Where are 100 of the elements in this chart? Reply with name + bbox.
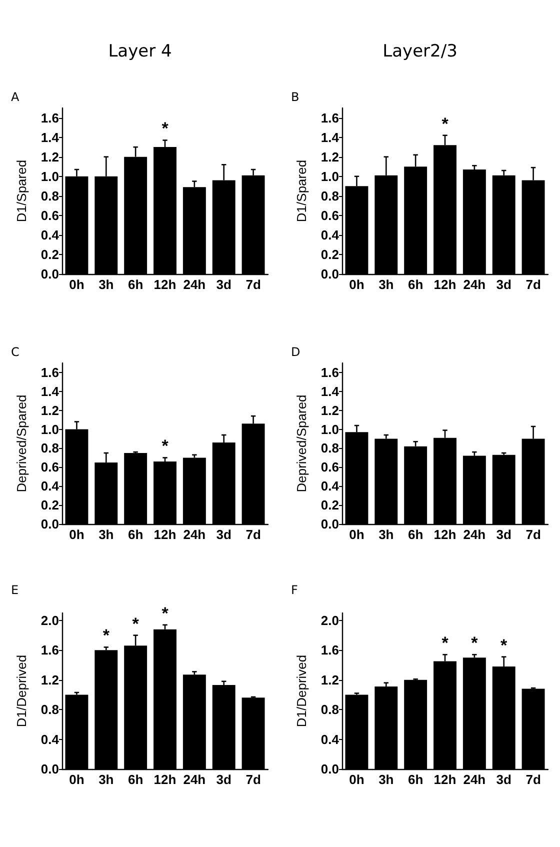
y-tick-label: 1.2 bbox=[40, 402, 59, 418]
x-tick-label: 24h bbox=[183, 277, 206, 292]
y-tick-label: 1.6 bbox=[40, 364, 59, 380]
x-tick-label: 3h bbox=[98, 277, 114, 292]
y-tick-label: 1.2 bbox=[40, 672, 59, 688]
x-tick-label: 6h bbox=[408, 527, 424, 542]
y-tick-label: 1.2 bbox=[320, 672, 339, 688]
y-tick-label: 0.0 bbox=[40, 762, 59, 776]
x-tick-label: 3h bbox=[98, 772, 114, 787]
y-tick-label: 0.8 bbox=[320, 702, 339, 718]
x-tick-label: 6h bbox=[128, 527, 144, 542]
y-tick-label: 0.4 bbox=[320, 732, 340, 747]
x-tick-label: 3d bbox=[496, 772, 512, 787]
x-tick-label: 6h bbox=[408, 277, 424, 292]
y-tick-label: 1.0 bbox=[320, 422, 339, 437]
x-tick-label: 3d bbox=[216, 277, 232, 292]
x-tick-label: 7d bbox=[526, 772, 541, 787]
y-tick-label: 0.2 bbox=[40, 498, 59, 513]
y-axis-title: D1/Deprived bbox=[14, 654, 29, 728]
x-tick-label: 12h bbox=[434, 772, 456, 787]
y-tick-label: 1.0 bbox=[40, 422, 59, 437]
y-tick-label: 2.0 bbox=[320, 612, 339, 628]
y-tick-label: 1.2 bbox=[320, 402, 339, 418]
x-tick-label: 24h bbox=[463, 277, 486, 292]
x-tick-label: 3d bbox=[496, 527, 512, 542]
x-tick-label: 0h bbox=[349, 527, 364, 542]
y-axis-title: D1/Spared bbox=[294, 160, 309, 222]
x-tick-label: 12h bbox=[434, 277, 456, 292]
x-tick-label: 3d bbox=[216, 527, 232, 542]
y-tick-label: 1.0 bbox=[40, 168, 59, 184]
annotation: * bbox=[471, 634, 478, 653]
y-tick-label: 2.0 bbox=[40, 612, 59, 628]
annotation: * bbox=[442, 114, 449, 134]
y-tick-label: 1.4 bbox=[40, 130, 60, 145]
x-tick-label: 3h bbox=[378, 527, 394, 542]
y-tick-label: 0.0 bbox=[320, 266, 339, 282]
x-tick-label: 6h bbox=[408, 772, 424, 787]
y-tick-label: 1.6 bbox=[320, 364, 339, 380]
y-tick-label: 0.8 bbox=[40, 188, 59, 204]
y-tick-label: 0.6 bbox=[320, 208, 339, 223]
y-tick-label: 0.2 bbox=[320, 498, 339, 513]
x-tick-label: 24h bbox=[463, 527, 486, 542]
chart-subtitle: A bbox=[11, 90, 20, 104]
chart-title: Layer2/3 bbox=[382, 42, 458, 62]
y-tick-label: 0.0 bbox=[40, 266, 59, 282]
y-tick-label: 0.8 bbox=[320, 188, 339, 204]
x-tick-label: 7d bbox=[526, 277, 541, 292]
chart-title: Layer 4 bbox=[108, 42, 172, 62]
chart-subtitle: F bbox=[291, 583, 298, 597]
y-axis-title: Deprived/Spared bbox=[14, 394, 29, 492]
x-tick-label: 6h bbox=[128, 277, 144, 292]
y-tick-label: 0.0 bbox=[320, 516, 339, 532]
x-tick-label: 0h bbox=[69, 277, 84, 292]
y-axis-title: D1/Deprived bbox=[294, 654, 309, 728]
x-tick-label: 12h bbox=[154, 277, 176, 292]
x-tick-label: 7d bbox=[246, 527, 261, 542]
annotation: * bbox=[102, 626, 110, 646]
chart-subtitle: C bbox=[11, 345, 20, 359]
y-tick-label: 0.4 bbox=[40, 227, 60, 242]
chart-subtitle: E bbox=[11, 583, 19, 597]
x-tick-label: 3h bbox=[98, 527, 114, 542]
y-tick-label: 1.6 bbox=[40, 110, 59, 126]
x-tick-label: 0h bbox=[69, 527, 84, 542]
x-tick-label: 12h bbox=[434, 527, 456, 542]
x-tick-label: 7d bbox=[246, 277, 261, 292]
y-tick-label: 0.4 bbox=[40, 732, 60, 747]
x-tick-label: 3d bbox=[496, 277, 512, 292]
y-tick-label: 0.4 bbox=[320, 227, 340, 242]
annotation: * bbox=[132, 614, 140, 634]
y-axis-title: D1/Spared bbox=[14, 160, 29, 222]
y-tick-label: 0.6 bbox=[40, 460, 59, 475]
x-tick-label: 7d bbox=[526, 527, 541, 542]
x-tick-label: 12h bbox=[154, 527, 176, 542]
y-tick-label: 1.4 bbox=[40, 384, 60, 399]
y-tick-label: 0.8 bbox=[40, 702, 59, 718]
annotation: * bbox=[500, 636, 508, 655]
annotation: * bbox=[162, 436, 169, 456]
y-tick-label: 0.8 bbox=[40, 440, 59, 456]
annotation: * bbox=[162, 604, 169, 623]
y-tick-label: 1.6 bbox=[320, 110, 339, 126]
x-tick-label: 0h bbox=[349, 277, 364, 292]
y-tick-label: 0.6 bbox=[40, 208, 59, 223]
y-tick-label: 1.6 bbox=[320, 642, 339, 658]
x-tick-label: 24h bbox=[183, 772, 206, 787]
y-tick-label: 0.4 bbox=[40, 478, 60, 494]
y-tick-label: 0.0 bbox=[40, 516, 59, 532]
y-tick-label: 1.0 bbox=[320, 168, 339, 184]
y-tick-label: 1.4 bbox=[320, 130, 340, 145]
x-tick-label: 0h bbox=[349, 772, 364, 787]
x-tick-label: 3d bbox=[216, 772, 232, 787]
annotation: * bbox=[162, 119, 169, 138]
chart-subtitle: B bbox=[291, 90, 300, 104]
y-tick-label: 0.2 bbox=[320, 246, 339, 262]
y-tick-label: 1.2 bbox=[320, 149, 339, 164]
x-tick-label: 6h bbox=[128, 772, 144, 787]
y-tick-label: 1.6 bbox=[40, 642, 59, 658]
annotation: * bbox=[442, 634, 449, 653]
x-tick-label: 0h bbox=[69, 772, 84, 787]
y-tick-label: 0.0 bbox=[320, 762, 339, 776]
y-tick-label: 0.6 bbox=[320, 460, 339, 475]
